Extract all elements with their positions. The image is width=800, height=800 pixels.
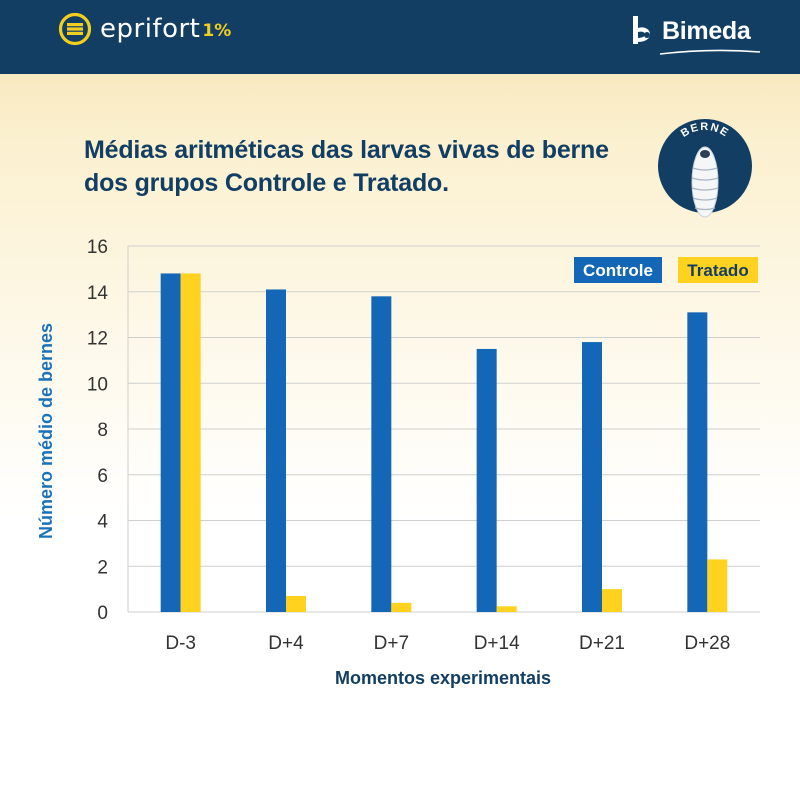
y-tick-label: 4	[97, 512, 108, 533]
legend-swatch-controle	[574, 257, 662, 283]
x-tick-label: D-3	[165, 633, 196, 654]
brand-strength: 1%	[202, 21, 232, 41]
larva-icon	[691, 146, 719, 218]
y-tick-label: 10	[87, 374, 108, 395]
y-axis-title: Número médio de bernes	[36, 323, 56, 539]
eprifort-logo-icon	[58, 12, 92, 46]
bimeda-logo: Bimeda	[630, 14, 751, 48]
berne-badge: BERNE	[658, 119, 752, 218]
bar-controle-dplus7	[371, 296, 392, 612]
bar-controle-dplus21	[582, 342, 602, 612]
bar-tratado-dplus14	[496, 606, 517, 612]
chart-title-line-1: Médias aritméticas das larvas vivas de b…	[84, 136, 609, 164]
x-axis-title: Momentos experimentais	[335, 668, 551, 688]
legend-label-controle: Controle	[583, 261, 653, 280]
brand-name: eprifort	[100, 14, 201, 44]
legend-swatch-tratado	[678, 257, 758, 283]
y-tick-label: 0	[97, 603, 108, 624]
y-tick-label: 8	[97, 420, 108, 441]
x-tick-label: D+21	[579, 633, 625, 654]
bar-tratado-dplus28	[707, 559, 728, 612]
bar-tratado-dminus3	[180, 273, 201, 612]
x-tick-label: D+14	[474, 633, 520, 654]
bar-tratado-dplus4	[286, 595, 306, 612]
y-tick-label: 6	[97, 466, 108, 487]
bar-tratado-dplus21	[602, 589, 622, 612]
bar-controle-dminus3	[160, 273, 181, 612]
bar-controle-dplus4	[266, 289, 286, 612]
y-tick-label: 14	[87, 283, 109, 304]
y-tick-label: 12	[87, 329, 108, 350]
header-bar: eprifort 1% Bimeda	[0, 0, 800, 74]
bar-tratado-dplus7	[391, 602, 412, 612]
bar-controle-dplus28	[687, 312, 708, 612]
badge-label: BERNE	[679, 121, 731, 140]
legend-label-tratado: Tratado	[687, 261, 748, 280]
bar-controle-dplus14	[476, 348, 497, 612]
bimeda-swoosh-icon	[659, 49, 761, 55]
company-name: Bimeda	[662, 16, 751, 45]
y-tick-label: 16	[87, 237, 108, 258]
eprifort-logo: eprifort 1%	[58, 12, 231, 46]
chart-title: Médias aritméticas das larvas vivas de b…	[84, 134, 644, 200]
chart-title-line-2: dos grupos Controle e Tratado.	[84, 169, 449, 197]
x-tick-label: D+4	[268, 633, 304, 654]
x-tick-label: D+28	[684, 633, 730, 654]
x-tick-label: D+7	[374, 633, 409, 654]
y-tick-label: 2	[97, 557, 108, 578]
bimeda-logo-icon	[633, 16, 651, 44]
